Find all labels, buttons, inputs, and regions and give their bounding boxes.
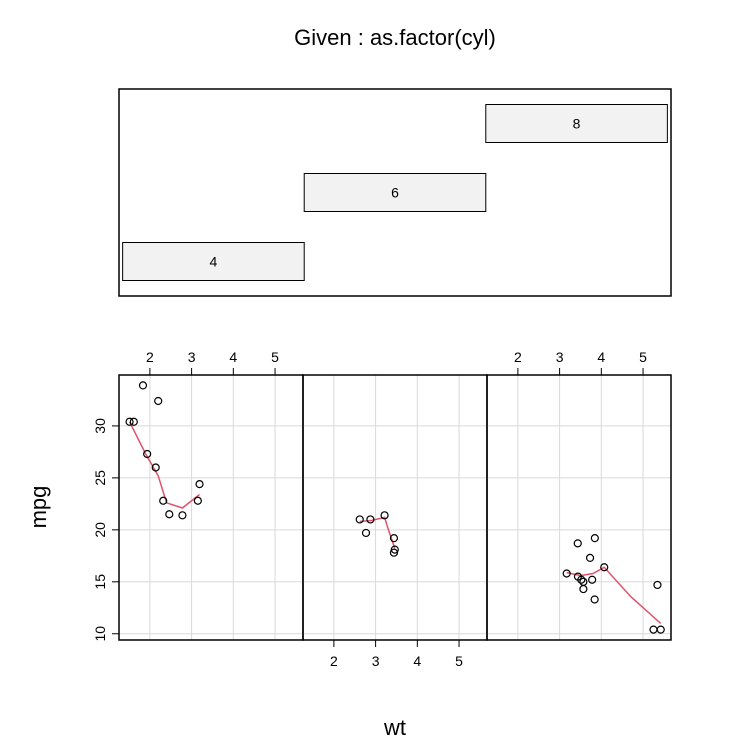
scatter-panel: 2 3 4 5 (302, 374, 488, 669)
x-tick-label: 2 (330, 653, 338, 669)
data-point (579, 584, 588, 594)
data-point (649, 625, 658, 634)
given-level-bar (122, 242, 305, 281)
panel-frame (486, 374, 672, 641)
y-tick-label: 15 (92, 574, 108, 590)
x-tick-label: 3 (372, 653, 380, 669)
scatter-panel: 2 3 4 5 10 15 20 25 30 (92, 349, 304, 642)
x-tick-label: 3 (556, 349, 564, 365)
given-level-label: 4 (210, 254, 218, 270)
data-point (562, 569, 571, 578)
y-tick-label: 30 (92, 418, 108, 434)
x-tick-label: 5 (455, 653, 463, 669)
x-tick-label: 3 (188, 349, 196, 365)
y-axis-title: mpg (26, 486, 51, 529)
data-point (656, 625, 665, 634)
given-level-bar (303, 173, 487, 212)
data-point (389, 548, 399, 557)
given-level-label: 8 (573, 116, 581, 132)
given-level-label: 6 (391, 185, 399, 201)
x-tick-label: 2 (146, 349, 154, 365)
data-point (389, 534, 399, 543)
data-point (143, 449, 152, 459)
data-point (193, 496, 202, 505)
scatter-panel: 2 3 4 5 (486, 349, 672, 641)
data-point (588, 575, 597, 584)
data-point (129, 417, 138, 426)
chart-title: Given : as.factor(cyl) (294, 25, 496, 50)
given-level-bar (485, 104, 668, 143)
y-tick-label: 25 (92, 470, 108, 486)
x-tick-label: 4 (413, 653, 421, 669)
data-point (125, 417, 134, 426)
x-tick-label: 4 (597, 349, 605, 365)
given-panel-frame (118, 88, 672, 297)
x-tick-label: 5 (639, 349, 647, 365)
data-point (165, 510, 174, 519)
data-point (361, 528, 371, 538)
data-point (154, 396, 163, 406)
data-point (151, 463, 160, 472)
data-point (380, 511, 389, 520)
y-tick-label: 10 (92, 626, 108, 642)
data-point (600, 563, 609, 572)
data-point (579, 577, 588, 586)
data-point (138, 381, 148, 390)
data-point (366, 515, 375, 524)
data-point (390, 545, 399, 554)
data-point (653, 580, 662, 590)
data-point (573, 539, 582, 548)
y-tick-label: 20 (92, 522, 108, 538)
data-point (355, 515, 364, 524)
data-point (573, 572, 583, 581)
data-point (590, 595, 599, 604)
data-point (159, 496, 168, 505)
given-panel: 4 6 8 (118, 88, 672, 297)
x-tick-label: 2 (514, 349, 522, 365)
data-point (590, 534, 599, 543)
data-point (195, 480, 204, 489)
data-point (178, 511, 187, 520)
x-axis-title: wt (383, 715, 406, 740)
x-tick-label: 5 (271, 349, 279, 365)
x-tick-label: 4 (229, 349, 237, 365)
data-point (585, 553, 595, 563)
scatter-panels: 2 3 4 5 10 15 20 25 30 2 3 4 5 2 3 4 5 (92, 349, 672, 669)
smoother-line (566, 566, 662, 624)
smoother-line (128, 421, 200, 509)
smoother-line (359, 516, 396, 549)
